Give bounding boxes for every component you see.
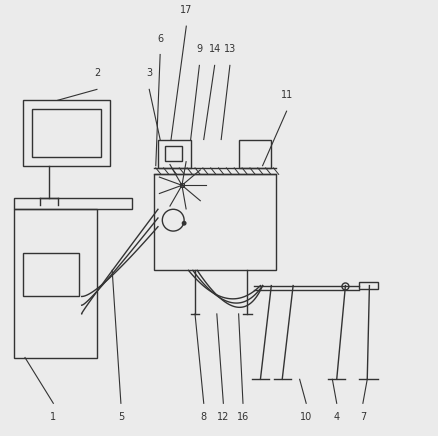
Bar bbox=[165, 146, 182, 161]
Text: 8: 8 bbox=[201, 412, 207, 422]
Bar bbox=[239, 140, 271, 168]
Bar bbox=[23, 100, 110, 166]
Text: 7: 7 bbox=[360, 412, 366, 422]
Text: 17: 17 bbox=[180, 5, 192, 15]
Bar bbox=[359, 282, 378, 289]
Text: 6: 6 bbox=[157, 34, 163, 44]
Text: 16: 16 bbox=[237, 412, 249, 422]
Text: 5: 5 bbox=[118, 412, 124, 422]
Text: 13: 13 bbox=[224, 44, 236, 54]
Bar bbox=[158, 140, 191, 168]
Text: 12: 12 bbox=[217, 412, 230, 422]
Text: 10: 10 bbox=[300, 412, 312, 422]
Bar bbox=[32, 109, 101, 157]
Text: 1: 1 bbox=[50, 412, 57, 422]
Text: 11: 11 bbox=[280, 90, 293, 100]
Text: 2: 2 bbox=[94, 68, 100, 78]
Bar bbox=[154, 174, 276, 270]
Bar bbox=[14, 198, 132, 209]
Bar bbox=[14, 209, 97, 358]
Text: 14: 14 bbox=[208, 44, 221, 54]
Circle shape bbox=[182, 221, 186, 225]
Text: 4: 4 bbox=[334, 412, 340, 422]
Text: 9: 9 bbox=[196, 44, 202, 54]
Bar bbox=[180, 183, 184, 187]
Bar bbox=[23, 253, 79, 296]
Text: 3: 3 bbox=[146, 68, 152, 78]
